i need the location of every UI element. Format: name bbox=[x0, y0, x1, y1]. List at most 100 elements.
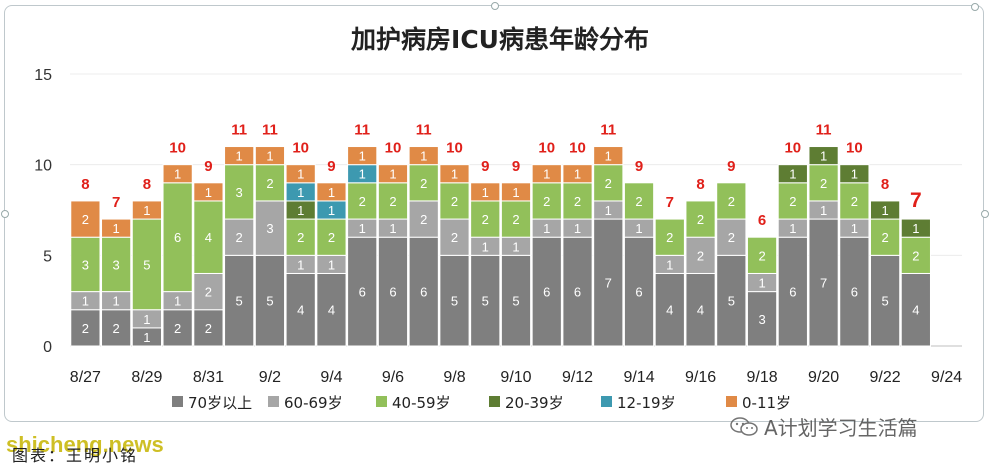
wechat-icon bbox=[730, 416, 758, 436]
bar-segment bbox=[500, 182, 532, 202]
bar-segment bbox=[285, 164, 316, 184]
segment-value-label: 1 bbox=[266, 149, 273, 164]
bar-total-label: 11 bbox=[262, 122, 278, 139]
bar-total-label: 7 bbox=[112, 194, 120, 211]
chart-title: 加护病房ICU病患年龄分布 bbox=[350, 25, 649, 54]
bar-segment bbox=[347, 236, 378, 347]
segment-value-label: 6 bbox=[543, 285, 550, 300]
segment-value-label: 2 bbox=[881, 230, 888, 245]
bar-segment bbox=[808, 146, 839, 166]
bar-segment bbox=[224, 146, 255, 166]
segment-value-label: 1 bbox=[359, 221, 366, 236]
resize-handle-left[interactable] bbox=[1, 210, 9, 218]
bar-segment bbox=[531, 236, 562, 347]
x-tick-label: 9/24 bbox=[931, 369, 962, 386]
bar-segment bbox=[593, 146, 624, 166]
bar-segment bbox=[70, 200, 101, 238]
bar-segment bbox=[500, 254, 532, 347]
y-tick-label: 5 bbox=[43, 248, 52, 265]
bar-segment bbox=[869, 254, 901, 347]
bar-total-label: 10 bbox=[446, 140, 463, 157]
segment-value-label: 3 bbox=[758, 312, 765, 327]
segment-value-label: 5 bbox=[143, 257, 150, 272]
legend-swatch bbox=[172, 396, 183, 407]
bar-segment bbox=[623, 236, 655, 347]
bar-segment bbox=[316, 218, 347, 256]
bar-segment bbox=[500, 200, 532, 238]
segment-value-label: 5 bbox=[881, 294, 888, 309]
segment-value-label: 2 bbox=[482, 212, 489, 227]
bar-segment bbox=[193, 272, 224, 311]
resize-handle-right[interactable] bbox=[981, 210, 989, 218]
segment-value-label: 2 bbox=[389, 194, 396, 209]
segment-value-label: 1 bbox=[328, 257, 335, 272]
bar-segment bbox=[254, 146, 286, 166]
segment-value-label: 7 bbox=[820, 276, 827, 291]
bar-segment bbox=[470, 182, 501, 202]
segment-value-label: 4 bbox=[328, 303, 335, 318]
bar-segment bbox=[685, 236, 716, 274]
resize-handle-top[interactable] bbox=[491, 2, 499, 10]
bar-total-label: 10 bbox=[538, 140, 555, 157]
segment-value-label: 2 bbox=[297, 230, 304, 245]
segment-value-label: 2 bbox=[82, 212, 89, 227]
legend-label: 60-69岁 bbox=[284, 394, 343, 412]
y-axis-ticks: 0 5 10 15 bbox=[34, 67, 52, 356]
segment-value-label: 6 bbox=[420, 285, 427, 300]
bar-segment bbox=[839, 164, 870, 184]
bar-segment bbox=[777, 236, 808, 347]
segment-value-label: 1 bbox=[359, 167, 366, 182]
legend-label: 20-39岁 bbox=[505, 394, 564, 412]
bar-total-label: 11 bbox=[600, 122, 616, 139]
x-tick-label: 9/12 bbox=[562, 369, 593, 386]
segment-value-label: 4 bbox=[912, 303, 919, 318]
x-tick-label: 9/16 bbox=[685, 369, 716, 386]
x-tick-label: 9/2 bbox=[259, 369, 281, 386]
bar-total-label: 11 bbox=[416, 122, 432, 139]
segment-value-label: 1 bbox=[143, 330, 150, 345]
bar-total-label: 11 bbox=[354, 122, 370, 139]
resize-handle-top-right[interactable] bbox=[971, 3, 979, 11]
segment-value-label: 6 bbox=[851, 285, 858, 300]
segment-value-label: 1 bbox=[482, 185, 489, 200]
segment-value-label: 1 bbox=[389, 221, 396, 236]
segment-value-label: 2 bbox=[635, 194, 642, 209]
x-tick-label: 9/8 bbox=[443, 369, 465, 386]
segment-value-label: 1 bbox=[297, 167, 304, 182]
segment-value-label: 1 bbox=[359, 149, 366, 164]
x-tick-label: 9/4 bbox=[320, 369, 342, 386]
segment-value-label: 2 bbox=[512, 212, 519, 227]
bar-segment bbox=[562, 164, 593, 184]
bar-segment bbox=[746, 236, 778, 274]
segment-value-label: 1 bbox=[482, 239, 489, 254]
segment-value-label: 2 bbox=[205, 321, 212, 336]
legend-swatch bbox=[376, 396, 387, 407]
segment-value-label: 5 bbox=[512, 294, 519, 309]
segment-value-label: 6 bbox=[359, 285, 366, 300]
watermark-left: shicheng.news bbox=[6, 432, 164, 457]
segment-value-label: 2 bbox=[328, 230, 335, 245]
segment-value-label: 1 bbox=[881, 203, 888, 218]
legend-label: 40-59岁 bbox=[392, 394, 451, 412]
x-tick-label: 9/14 bbox=[623, 369, 654, 386]
segment-value-label: 1 bbox=[174, 167, 181, 182]
legend-swatch bbox=[726, 396, 737, 407]
bar-total-label: 9 bbox=[635, 158, 643, 175]
bar-segment bbox=[408, 236, 439, 347]
bar-segment bbox=[654, 218, 685, 256]
source-label: 图表：王明小铭 bbox=[12, 446, 139, 465]
bar-segment bbox=[162, 164, 193, 184]
segment-value-label: 2 bbox=[605, 176, 612, 191]
segment-value-label: 5 bbox=[236, 294, 243, 309]
segment-value-label: 2 bbox=[451, 194, 458, 209]
bar-segment bbox=[347, 146, 378, 166]
bar-segment bbox=[285, 218, 316, 256]
legend-label: 70岁以上 bbox=[188, 394, 252, 412]
bar-total-label: 7 bbox=[910, 189, 922, 212]
segment-value-label: 4 bbox=[297, 303, 304, 318]
segment-value-label: 2 bbox=[574, 194, 581, 209]
segment-value-label: 2 bbox=[420, 176, 427, 191]
segment-value-label: 1 bbox=[113, 221, 120, 236]
x-tick-label: 9/10 bbox=[500, 369, 531, 386]
